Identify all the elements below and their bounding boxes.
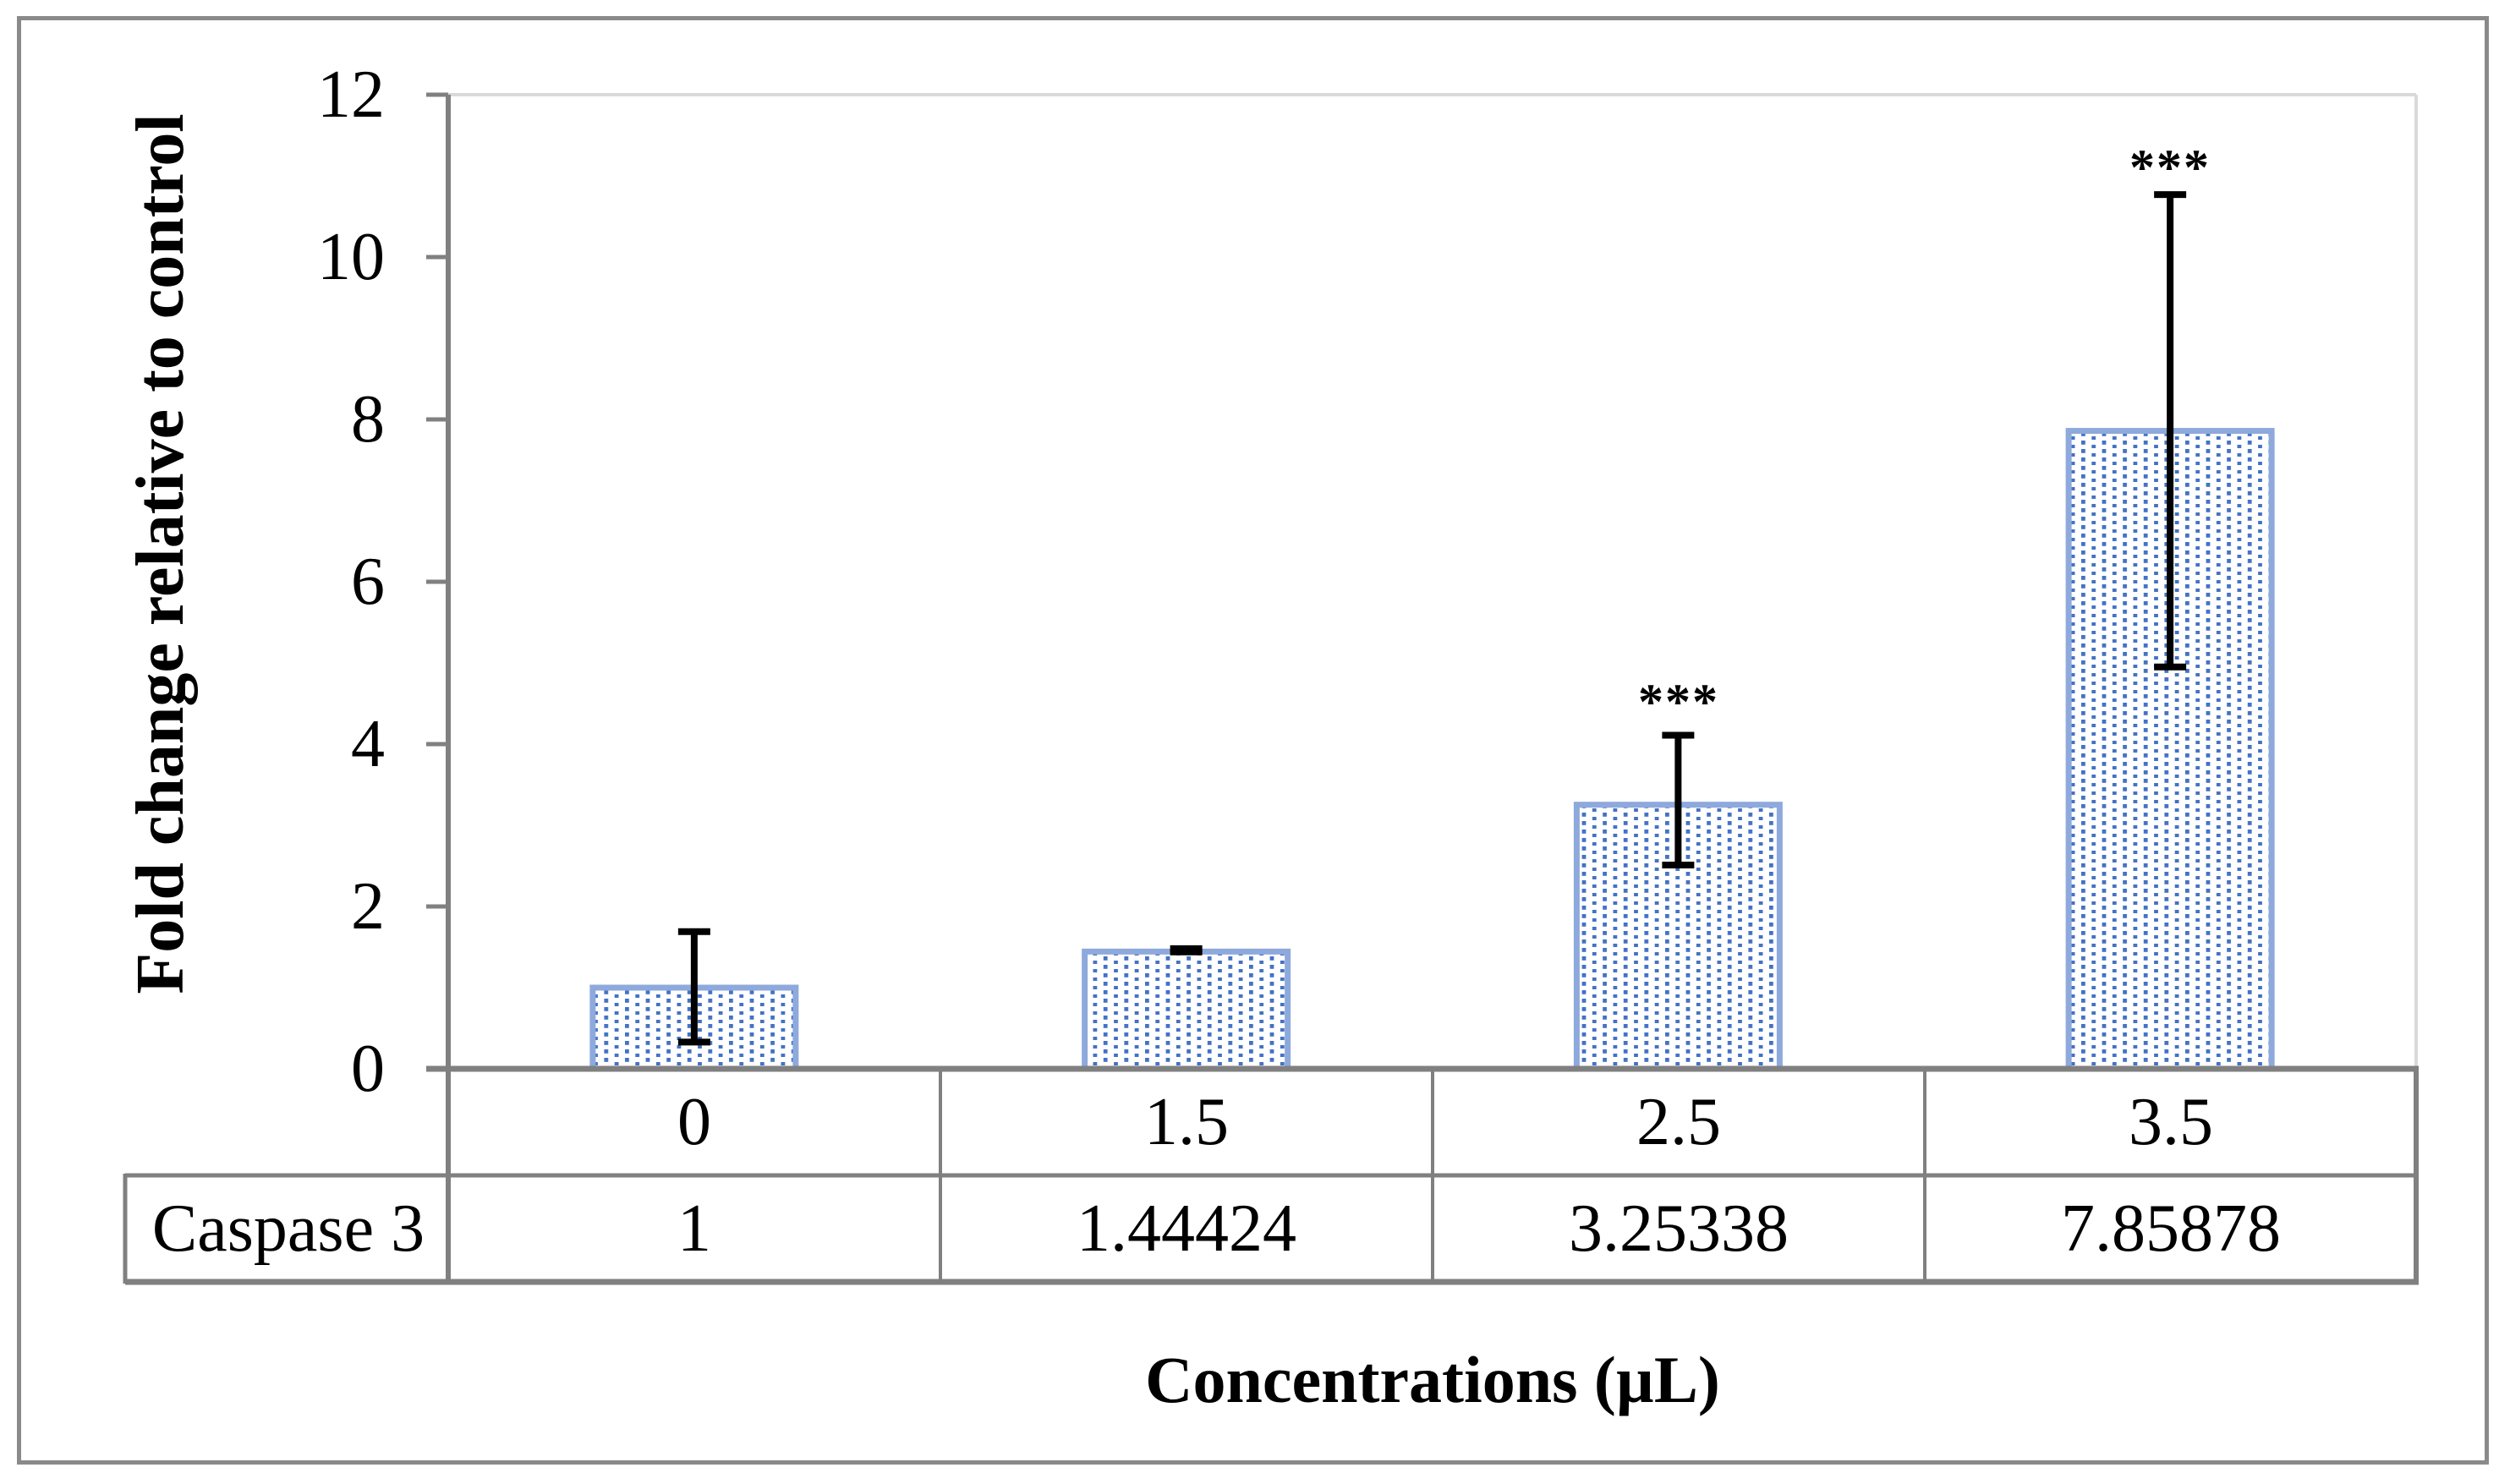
category-cell-0: 0 (677, 1084, 711, 1159)
error-bars-layer (677, 191, 2187, 1046)
value-cell-3.5: 7.85878 (2061, 1191, 2281, 1266)
bars-layer (589, 428, 2275, 1072)
y-tick-label-4: 4 (351, 707, 385, 781)
y-tick-label-2: 2 (351, 869, 385, 944)
y-tick-label-6: 6 (351, 545, 385, 619)
significance-marker-2.5: *** (1638, 674, 1719, 730)
series-label-cell: Caspase 3 (151, 1191, 425, 1266)
x-axis-title: Concentrations (µL) (1145, 1343, 1720, 1416)
value-cell-0: 1 (677, 1191, 711, 1266)
category-cell-2.5: 2.5 (1636, 1084, 1721, 1159)
value-cell-2.5: 3.25338 (1569, 1191, 1789, 1266)
y-tick-label-0: 0 (351, 1032, 385, 1106)
category-cell-3.5: 3.5 (2129, 1084, 2213, 1159)
figure-border (17, 16, 2489, 1465)
y-tick-label-10: 10 (317, 220, 385, 294)
value-cell-1.5: 1.44424 (1077, 1191, 1296, 1266)
bar-1.5 (1082, 948, 1291, 1072)
y-tick-label-8: 8 (351, 382, 385, 457)
significance-marker-3.5: *** (2129, 140, 2211, 195)
y-axis-ticks (426, 92, 448, 1071)
category-cell-1.5: 1.5 (1144, 1084, 1229, 1159)
y-tick-label-12: 12 (317, 57, 385, 132)
